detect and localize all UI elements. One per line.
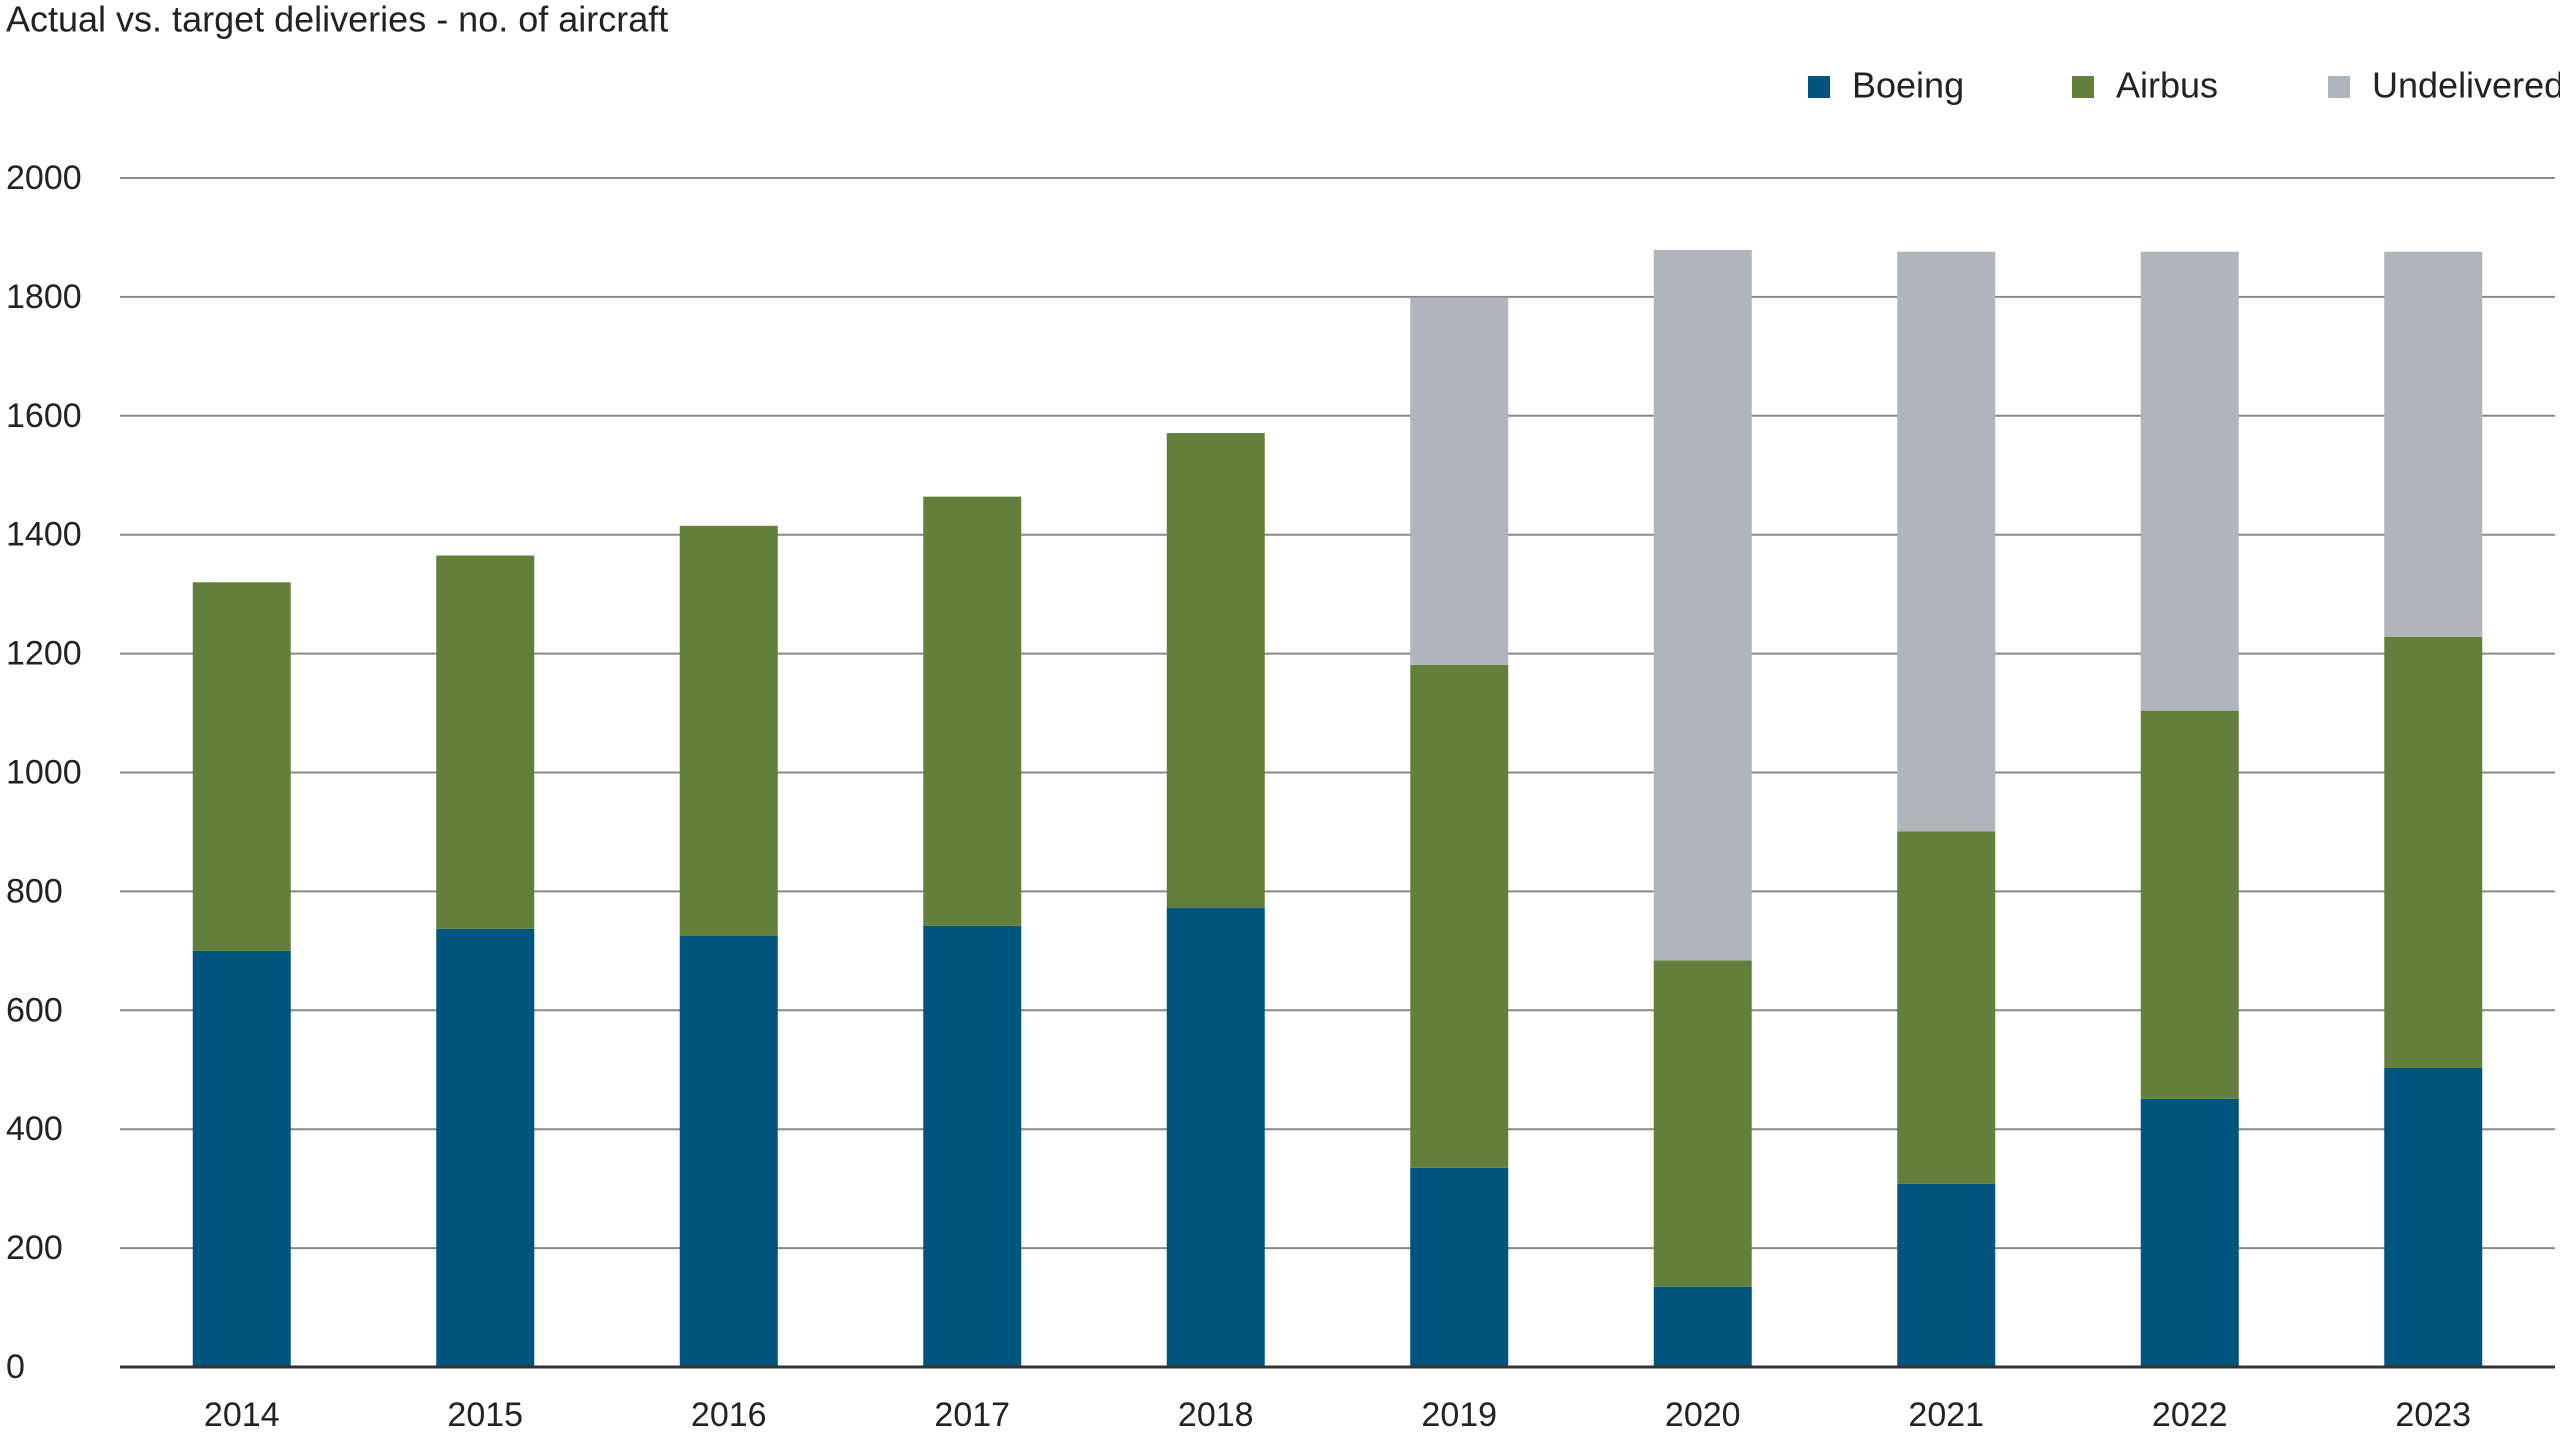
- bar-segment: [2140, 710, 2239, 1099]
- chart-title: Actual vs. target deliveries - no. of ai…: [6, 0, 668, 40]
- bar-segment: [2384, 1067, 2483, 1367]
- bar-segment: [1410, 1167, 1509, 1367]
- bar-segment: [1410, 664, 1509, 1168]
- bar-segment: [2140, 251, 2239, 711]
- x-tick-label: 2015: [447, 1396, 523, 1434]
- legend-swatch: [2328, 76, 2350, 98]
- y-tick-label: 600: [6, 991, 63, 1029]
- y-tick-label: 0: [6, 1348, 25, 1386]
- y-tick-label: 800: [6, 872, 63, 910]
- bar-segment: [2384, 251, 2483, 637]
- legend-swatch: [1808, 76, 1830, 98]
- bar-segment: [2140, 1098, 2239, 1367]
- x-tick-label: 2020: [1665, 1396, 1741, 1434]
- x-tick-label: 2018: [1178, 1396, 1254, 1434]
- legend-label: Undelivered: [2372, 65, 2560, 106]
- legend-label: Boeing: [1852, 65, 1964, 106]
- bar-segment: [192, 582, 291, 951]
- bar-segment: [1897, 831, 1996, 1184]
- bar-segment: [1166, 433, 1265, 909]
- x-tick-label: 2021: [1908, 1396, 1984, 1434]
- legend-label: Airbus: [2116, 65, 2218, 106]
- x-tick-label: 2017: [934, 1396, 1010, 1434]
- y-tick-label: 200: [6, 1229, 63, 1267]
- x-tick-label: 2023: [2395, 1396, 2471, 1434]
- bar-segment: [679, 935, 778, 1367]
- bar-segment: [923, 496, 1022, 926]
- bar-segment: [1653, 1286, 1752, 1367]
- bar-segment: [923, 925, 1022, 1367]
- x-tick-label: 2016: [691, 1396, 767, 1434]
- bar-segment: [436, 928, 535, 1367]
- bar-segment: [1897, 251, 1996, 832]
- x-tick-label: 2019: [1421, 1396, 1497, 1434]
- y-tick-label: 400: [6, 1110, 63, 1148]
- y-tick-label: 1000: [6, 753, 82, 791]
- y-tick-label: 1600: [6, 397, 82, 435]
- bar-segment: [436, 555, 535, 929]
- y-tick-label: 2000: [6, 159, 82, 197]
- bar-segment: [1410, 297, 1509, 665]
- bar-segment: [679, 525, 778, 936]
- bar-segment: [2384, 636, 2483, 1068]
- bar-segment: [1653, 960, 1752, 1287]
- x-tick-label: 2014: [204, 1396, 280, 1434]
- y-tick-label: 1400: [6, 516, 82, 554]
- bar-segment: [1653, 249, 1752, 961]
- x-tick-label: 2022: [2152, 1396, 2228, 1434]
- y-tick-label: 1800: [6, 278, 82, 316]
- bar-segment: [1897, 1183, 1996, 1367]
- bar-segment: [1166, 908, 1265, 1367]
- bar-segment: [192, 950, 291, 1367]
- legend-swatch: [2072, 76, 2094, 98]
- y-tick-label: 1200: [6, 635, 82, 673]
